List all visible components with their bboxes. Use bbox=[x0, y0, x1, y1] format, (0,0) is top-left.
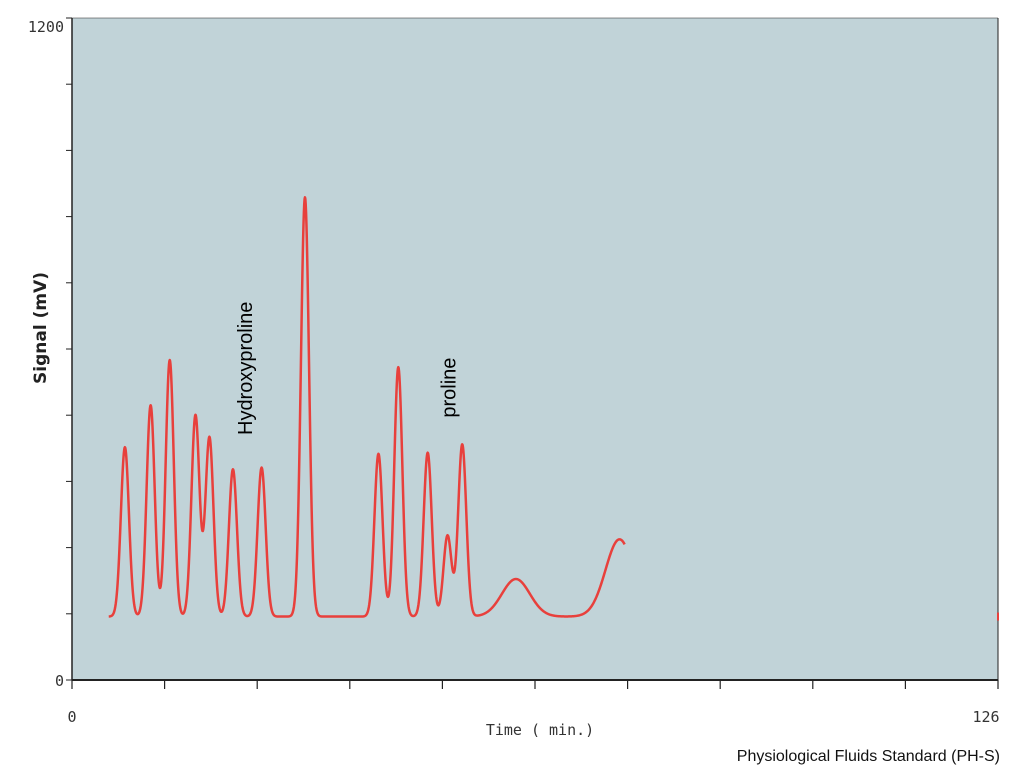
x-axis-title: Time ( min.) bbox=[486, 721, 594, 739]
y-tick-label-0: 0 bbox=[55, 672, 64, 690]
x-tick-label-0: 0 bbox=[67, 708, 76, 726]
series-line bbox=[107, 196, 626, 618]
y-tick-label-1200: 1200 bbox=[28, 18, 64, 36]
footer-caption: Physiological Fluids Standard (PH-S) bbox=[737, 748, 1000, 765]
axes bbox=[66, 17, 999, 689]
annotation-hydroxyproline: Hydroxyproline bbox=[235, 302, 257, 435]
annotation-proline: proline bbox=[439, 358, 461, 418]
y-axis-title: Signal (mV) bbox=[31, 272, 51, 384]
plot-area bbox=[72, 18, 998, 680]
x-tick-label-126: 126 bbox=[972, 708, 999, 726]
